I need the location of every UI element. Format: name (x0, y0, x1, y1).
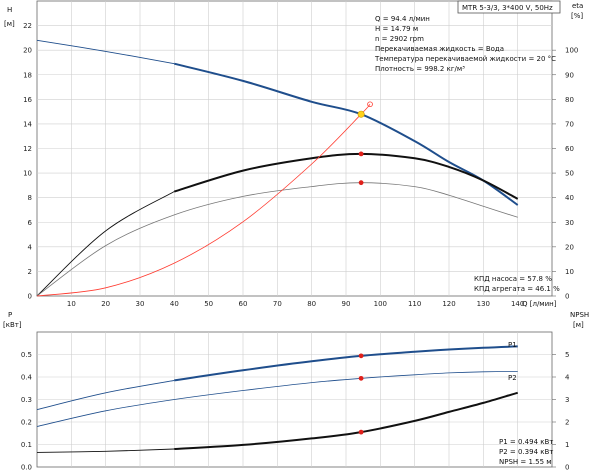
info-line-speed: n = 2902 rpm (375, 35, 424, 43)
p1-series-label: P1 (508, 341, 517, 349)
h-tick-label: 10 (23, 170, 32, 178)
info-line-temperature: Температура перекачиваемой жидкости = 20… (374, 55, 556, 63)
system-curve-end-marker (367, 101, 373, 108)
npsh-curve-thin (36, 448, 175, 453)
p1-curve (174, 345, 518, 382)
p2-point (358, 375, 364, 381)
p2-value-text: P2 = 0.394 кВт (499, 448, 553, 456)
info-line-head: H = 14.79 м (375, 25, 418, 33)
h-tick-label: 4 (28, 243, 33, 251)
system-curve (36, 104, 371, 297)
q-tick-label: 40 (170, 300, 179, 308)
q-tick-label: 20 (101, 300, 110, 308)
eta-tick-label: 40 (565, 194, 574, 202)
npsh-tick-label: 0 (565, 464, 569, 472)
eta-axis-name: eta (572, 2, 583, 10)
unit-efficiency-text: КПД агрегата = 46.1 % (474, 285, 560, 293)
npsh-curve (174, 391, 518, 450)
duty-point (357, 110, 365, 118)
info-line-liquid: Перекачиваемая жидкость = Вода (375, 45, 504, 53)
title-box (457, 0, 561, 14)
eta-tick-label: 90 (565, 71, 574, 79)
chart-title: MTR 5-3/3, 3*400 V, 50Hz (462, 4, 553, 12)
h-tick-label: 6 (28, 219, 33, 227)
pump-efficiency-curve-thin (36, 191, 175, 297)
pump-efficiency-curve (174, 152, 519, 200)
q-tick-label: 80 (307, 300, 316, 308)
q-tick-label: 140 (511, 300, 524, 308)
npsh-axis-name: NPSH (570, 311, 589, 319)
eta-tick-label: 10 (565, 268, 574, 276)
h-curve-thin (36, 39, 175, 65)
q-axis-label: Q [л/мин] (522, 300, 557, 308)
p-axis-name: P (8, 311, 12, 319)
h-tick-label: 16 (23, 96, 32, 104)
npsh-tick-label: 4 (565, 374, 570, 382)
eta-tick-label: 20 (565, 243, 574, 251)
pump-efficiency-text: КПД насоса = 57.8 % (474, 275, 552, 283)
q-tick-label: 70 (273, 300, 282, 308)
h-tick-label: 0 (28, 293, 32, 301)
eta-tick-label: 30 (565, 219, 574, 227)
eta-tick-label: 70 (565, 120, 574, 128)
eta-tick-label: 0 (565, 293, 569, 301)
h-tick-label: 22 (23, 22, 32, 30)
h-tick-label: 2 (28, 268, 32, 276)
p-tick-label: 0.1 (21, 441, 32, 449)
top-grid (36, 0, 556, 297)
npsh-tick-label: 3 (565, 396, 569, 404)
p-tick-label: 0.5 (21, 351, 32, 359)
q-tick-label: 90 (342, 300, 351, 308)
h-axis-name: H (7, 6, 12, 14)
npsh-point (358, 429, 364, 435)
p1-value-text: P1 = 0.494 кВт (499, 438, 553, 446)
p1-point (358, 353, 364, 359)
eta-tick-label: 60 (565, 145, 574, 153)
info-line-density: Плотность = 998.2 кг/м³ (375, 65, 465, 73)
p-tick-label: 0.0 (21, 464, 32, 472)
npsh-value-text: NPSH = 1.55 м (499, 458, 552, 466)
h-tick-label: 8 (28, 194, 32, 202)
h-axis-unit: [м] (4, 20, 15, 28)
p-tick-label: 0.4 (21, 374, 33, 382)
unit-efficiency-point (358, 180, 364, 186)
p-axis-unit: [кВт] (3, 321, 22, 329)
unit-efficiency-curve (36, 182, 518, 297)
series-layer (36, 39, 519, 453)
h-tick-label: 14 (23, 120, 32, 128)
p-tick-label: 0.2 (21, 419, 32, 427)
h-tick-label: 20 (23, 47, 32, 55)
q-tick-label: 50 (204, 300, 213, 308)
info-line-flow: Q = 94.4 л/мин (375, 15, 430, 23)
p2-curve (36, 371, 518, 427)
npsh-tick-label: 1 (565, 441, 569, 449)
eta-tick-label: 50 (565, 170, 574, 178)
npsh-tick-label: 2 (565, 419, 569, 427)
eta-tick-label: 100 (565, 47, 578, 55)
p1-curve-thin (36, 379, 175, 411)
q-tick-label: 100 (374, 300, 387, 308)
q-tick-label: 60 (239, 300, 248, 308)
pump-efficiency-point (358, 151, 364, 157)
q-tick-label: 120 (442, 300, 455, 308)
p-tick-label: 0.3 (21, 396, 32, 404)
bottom-grid (36, 331, 556, 468)
npsh-tick-label: 5 (565, 351, 569, 359)
eta-axis-unit: [%] (571, 12, 583, 20)
q-tick-label: 30 (136, 300, 145, 308)
q-tick-label: 110 (408, 300, 421, 308)
p2-series-label: P2 (508, 374, 517, 382)
npsh-axis-unit: [м] (573, 321, 584, 329)
h-tick-label: 12 (23, 145, 32, 153)
q-tick-label: 10 (67, 300, 76, 308)
eta-tick-label: 80 (565, 96, 574, 104)
h-tick-label: 18 (23, 71, 32, 79)
q-tick-label: 130 (477, 300, 490, 308)
